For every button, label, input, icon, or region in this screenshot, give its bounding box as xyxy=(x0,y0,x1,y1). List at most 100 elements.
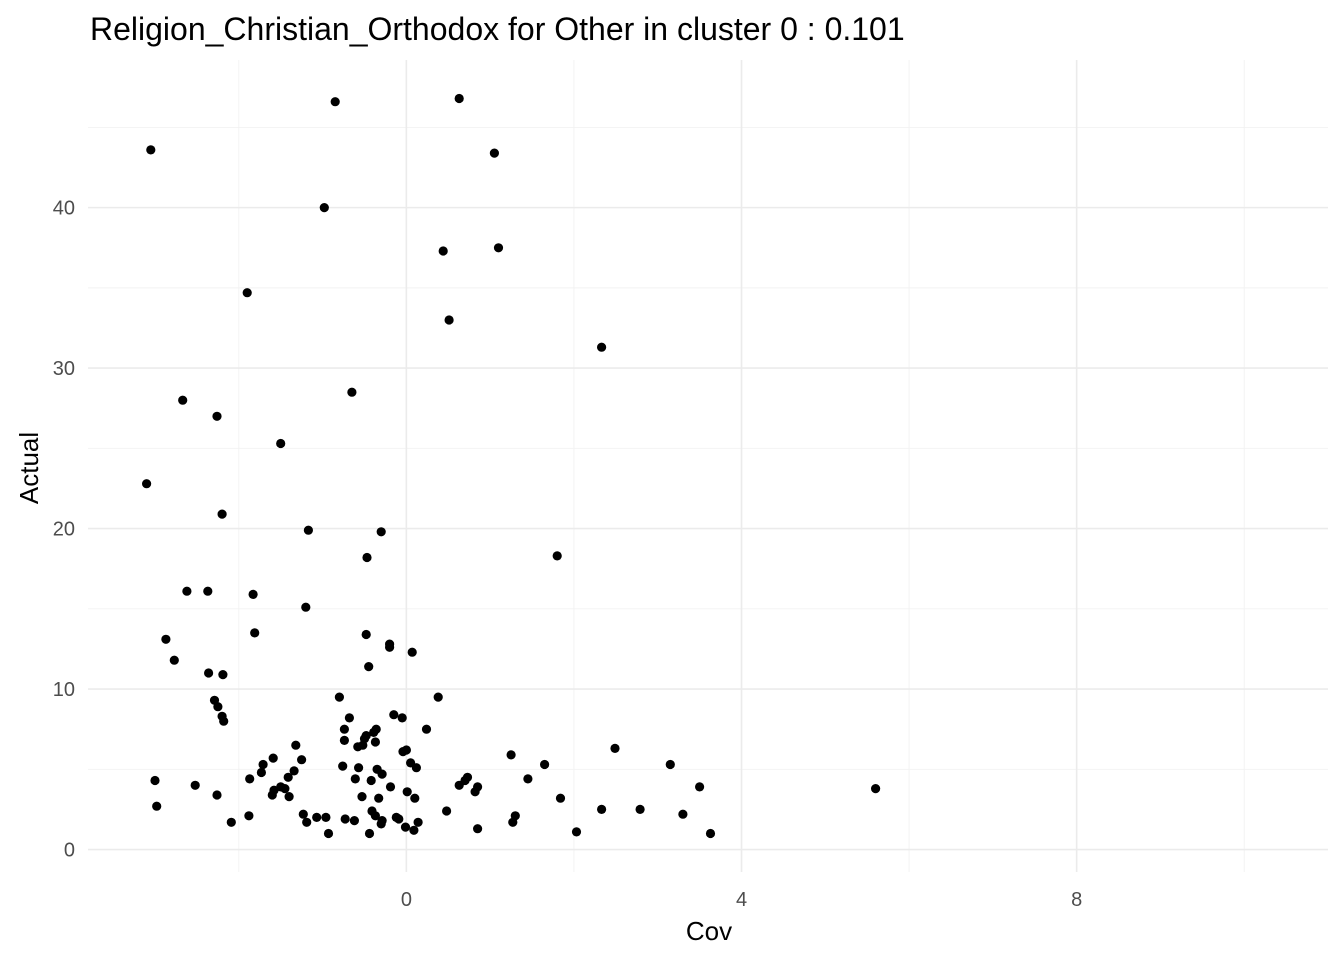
data-point xyxy=(303,525,313,535)
data-point xyxy=(178,395,188,405)
data-point xyxy=(361,629,371,640)
data-point xyxy=(248,589,258,600)
data-point xyxy=(597,342,607,352)
data-point xyxy=(433,692,443,702)
data-point xyxy=(169,655,179,665)
data-point xyxy=(357,792,367,802)
data-point xyxy=(402,787,412,797)
data-point xyxy=(312,812,322,823)
x-tick-label: 4 xyxy=(736,889,747,911)
data-point xyxy=(161,634,171,644)
data-point xyxy=(705,828,716,839)
y-tick-label: 30 xyxy=(53,358,75,380)
data-point xyxy=(340,814,350,824)
data-points xyxy=(142,93,881,839)
data-point xyxy=(276,438,286,449)
data-point xyxy=(321,812,331,823)
data-point xyxy=(302,817,312,827)
data-point xyxy=(182,586,192,596)
data-point xyxy=(334,692,344,702)
data-point xyxy=(389,710,399,720)
data-point xyxy=(635,804,645,815)
data-point xyxy=(212,790,222,800)
data-point xyxy=(454,93,464,104)
data-point xyxy=(400,822,411,832)
data-point xyxy=(323,828,334,839)
data-point xyxy=(204,668,214,678)
data-point xyxy=(397,713,407,723)
y-tick-label: 0 xyxy=(64,840,75,862)
data-point xyxy=(506,750,516,760)
data-point xyxy=(376,819,386,829)
data-point xyxy=(250,628,260,638)
data-point xyxy=(407,647,417,657)
data-point xyxy=(142,479,152,489)
x-axis-label: Cov xyxy=(686,916,732,946)
data-point xyxy=(289,766,299,776)
grid xyxy=(88,60,1328,872)
data-point xyxy=(319,203,329,213)
data-point xyxy=(508,817,518,827)
data-point xyxy=(146,145,156,155)
data-point xyxy=(523,774,533,784)
data-point xyxy=(301,602,311,612)
data-point xyxy=(473,824,483,834)
data-point xyxy=(354,763,364,773)
data-point xyxy=(454,780,464,790)
y-tick-label: 10 xyxy=(53,679,75,701)
data-point xyxy=(244,811,254,821)
data-point xyxy=(597,804,607,815)
y-tick-label: 40 xyxy=(53,198,75,220)
data-point xyxy=(339,724,349,734)
x-tick-label: 8 xyxy=(1071,889,1082,911)
data-point xyxy=(245,774,255,784)
data-point xyxy=(444,315,454,325)
data-point xyxy=(555,793,566,803)
data-point xyxy=(242,288,252,298)
data-point xyxy=(226,817,236,827)
data-point xyxy=(571,827,582,837)
data-point xyxy=(283,772,293,782)
data-point xyxy=(370,737,380,747)
data-point xyxy=(374,793,384,803)
data-point xyxy=(297,755,307,765)
data-point xyxy=(493,243,504,253)
data-point xyxy=(291,740,301,750)
data-point xyxy=(330,97,340,107)
y-tick-label: 20 xyxy=(53,519,75,541)
data-point xyxy=(219,716,229,726)
data-point xyxy=(413,817,423,827)
data-point xyxy=(369,727,379,738)
data-point xyxy=(442,806,452,816)
y-axis-ticks: 0 10 20 30 40 xyxy=(53,198,75,862)
data-point xyxy=(190,780,200,790)
data-point xyxy=(665,759,675,770)
data-point xyxy=(540,759,550,770)
data-point xyxy=(376,527,386,537)
data-point xyxy=(256,767,266,778)
data-point xyxy=(218,670,228,680)
data-point xyxy=(489,148,499,158)
data-point xyxy=(411,763,421,773)
data-point xyxy=(344,713,354,723)
data-point xyxy=(385,642,395,652)
data-point xyxy=(298,809,308,819)
data-point xyxy=(284,792,294,802)
data-point xyxy=(362,552,372,563)
data-point xyxy=(610,743,620,754)
data-point xyxy=(401,745,411,755)
data-point xyxy=(350,774,360,784)
data-point xyxy=(871,784,881,794)
data-point xyxy=(366,775,376,786)
data-point xyxy=(267,790,277,800)
data-point xyxy=(339,735,349,746)
data-point xyxy=(364,828,375,839)
chart-title: Religion_Christian_Orthodox for Other in… xyxy=(90,11,905,47)
data-point xyxy=(678,809,688,819)
data-point xyxy=(358,740,368,750)
data-point xyxy=(377,769,387,779)
data-point xyxy=(258,759,268,770)
data-point xyxy=(364,662,374,672)
data-point xyxy=(552,551,562,561)
